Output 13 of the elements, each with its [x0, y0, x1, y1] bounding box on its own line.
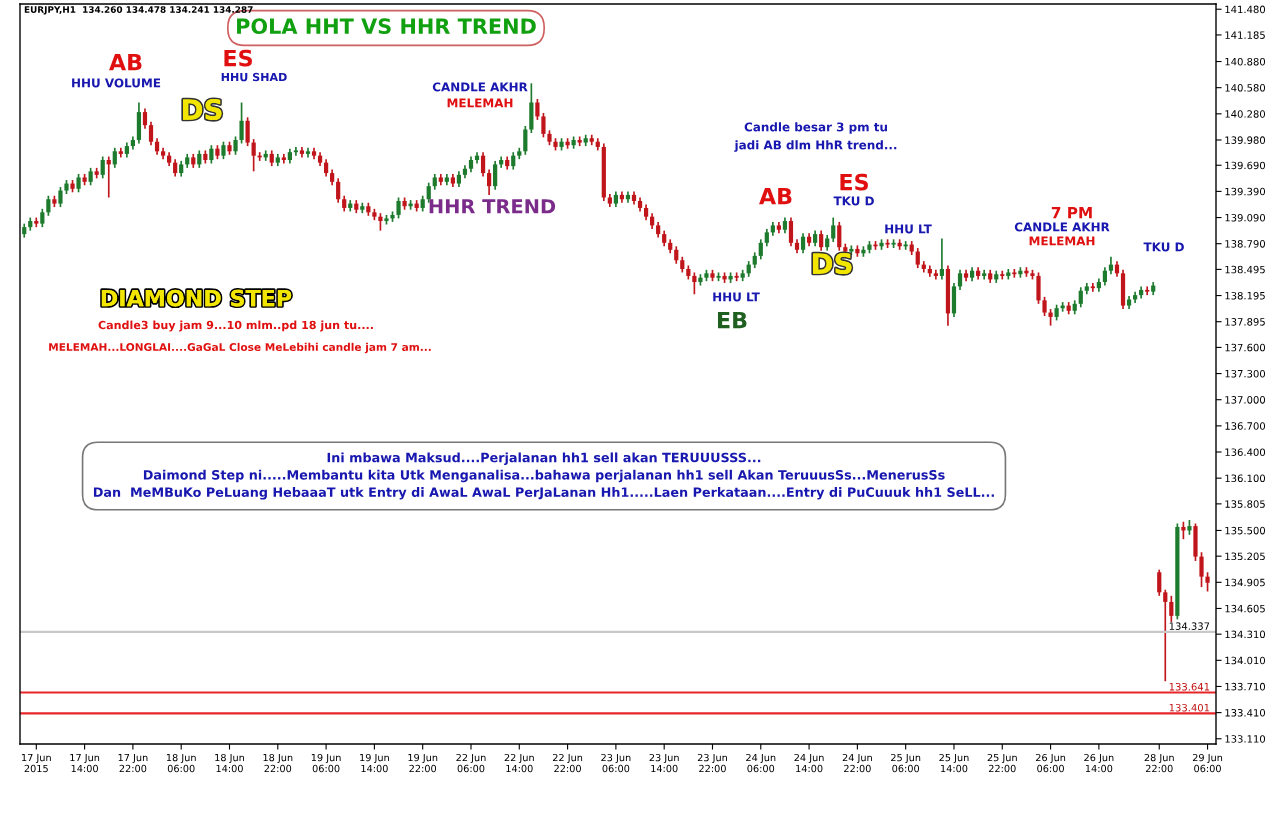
candlestick	[76, 173, 81, 194]
annotation: DS	[183, 99, 222, 121]
candlestick	[396, 196, 401, 220]
annotation: AB	[109, 53, 142, 71]
text: POLA HHT VS HHR TREND	[237, 18, 536, 35]
annotation: ES	[224, 49, 252, 67]
annotation: HHR TREND	[429, 199, 556, 214]
annotation: AB	[759, 187, 792, 205]
annotation: EB	[717, 311, 747, 329]
annotation: DIAMOND STEP	[101, 289, 292, 307]
candlestick	[58, 186, 63, 208]
annotation: ES	[840, 173, 868, 191]
annotation: DS	[813, 253, 852, 275]
